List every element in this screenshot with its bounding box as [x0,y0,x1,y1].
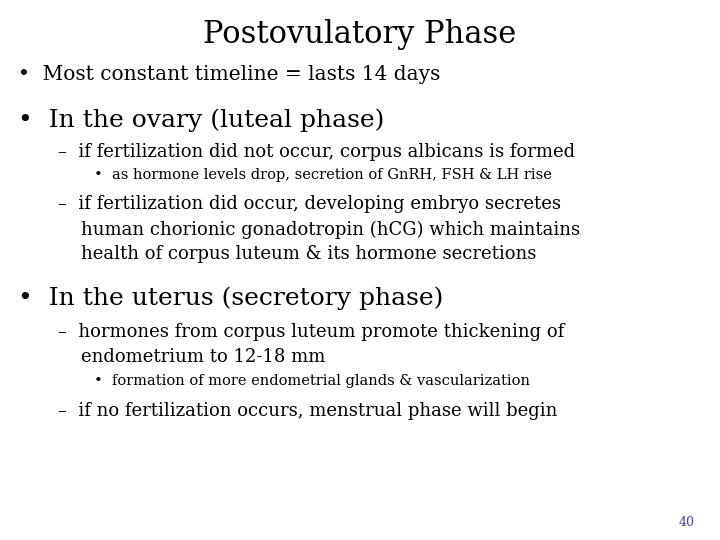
Text: –  if no fertilization occurs, menstrual phase will begin: – if no fertilization occurs, menstrual … [58,402,557,420]
Text: endometrium to 12-18 mm: endometrium to 12-18 mm [58,348,325,366]
Text: –  if fertilization did occur, developing embryo secretes: – if fertilization did occur, developing… [58,195,561,213]
Text: 40: 40 [679,516,695,529]
Text: •  In the uterus (secretory phase): • In the uterus (secretory phase) [18,286,444,310]
Text: •  In the ovary (luteal phase): • In the ovary (luteal phase) [18,108,384,132]
Text: Postovulatory Phase: Postovulatory Phase [203,19,517,50]
Text: •  Most constant timeline = lasts 14 days: • Most constant timeline = lasts 14 days [18,65,441,84]
Text: human chorionic gonadotropin (hCG) which maintains: human chorionic gonadotropin (hCG) which… [58,220,580,239]
Text: •  formation of more endometrial glands & vascularization: • formation of more endometrial glands &… [94,374,530,388]
Text: health of corpus luteum & its hormone secretions: health of corpus luteum & its hormone se… [58,245,536,263]
Text: –  hormones from corpus luteum promote thickening of: – hormones from corpus luteum promote th… [58,323,564,341]
Text: –  if fertilization did not occur, corpus albicans is formed: – if fertilization did not occur, corpus… [58,143,575,161]
Text: •  as hormone levels drop, secretion of GnRH, FSH & LH rise: • as hormone levels drop, secretion of G… [94,168,552,183]
